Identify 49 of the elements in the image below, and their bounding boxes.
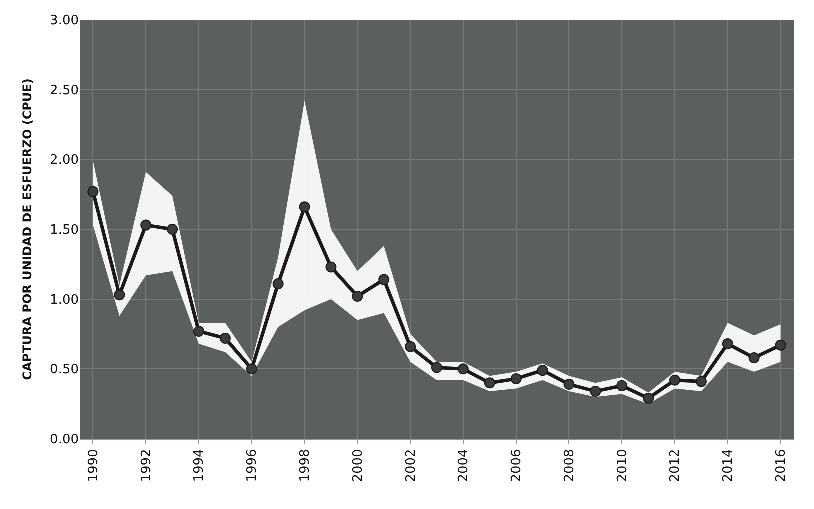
point — [167, 224, 178, 235]
point — [88, 186, 99, 198]
point — [194, 326, 204, 337]
x-tick-label: 2000 — [350, 449, 366, 482]
y-tick-label: 0.00 — [50, 432, 79, 448]
y-tick-label: 1.00 — [50, 292, 79, 308]
y-tick-label: 0.50 — [50, 362, 79, 378]
x-tick-label: 2002 — [404, 449, 419, 482]
y-axis-title: CAPTURA POR UNIDAD DE ESFUERZO (CPUE) — [20, 78, 34, 380]
point — [670, 374, 680, 386]
y-tick-label: 1.50 — [50, 223, 79, 238]
point — [378, 274, 390, 286]
x-tick-label: 2014 — [721, 449, 736, 482]
x-tick-label: 2012 — [668, 449, 684, 482]
x-tick-label: 1994 — [192, 449, 208, 482]
y-tick-label: 2.00 — [50, 153, 79, 168]
x-tick-label: 1990 — [86, 449, 102, 482]
point — [537, 365, 548, 376]
point — [643, 393, 654, 404]
point — [564, 379, 575, 390]
point — [696, 376, 707, 388]
point — [722, 338, 734, 350]
point — [590, 386, 602, 398]
point — [616, 380, 628, 392]
point — [352, 291, 364, 302]
point — [246, 364, 258, 375]
y-tick-label: 3.00 — [50, 14, 79, 29]
point — [432, 362, 442, 374]
x-tick-label: 2016 — [774, 449, 790, 482]
x-tick-label: 2010 — [615, 449, 630, 482]
x-tick-label: 2004 — [456, 449, 472, 482]
x-tick-label: 1996 — [245, 449, 260, 482]
y-tick-label: 2.50 — [50, 83, 79, 98]
point — [458, 364, 469, 375]
point — [114, 290, 126, 301]
x-tick-label: 2008 — [562, 449, 578, 482]
point — [405, 341, 416, 352]
point — [299, 202, 310, 213]
point — [775, 340, 786, 351]
point — [272, 278, 284, 290]
x-tick-label: 1998 — [298, 449, 314, 482]
point — [484, 378, 496, 389]
point — [220, 332, 231, 344]
point — [140, 220, 152, 231]
point — [748, 352, 760, 364]
point — [510, 373, 522, 384]
x-tick-label: 2006 — [510, 449, 525, 482]
point — [326, 262, 337, 273]
x-tick-label: 1992 — [139, 449, 154, 482]
